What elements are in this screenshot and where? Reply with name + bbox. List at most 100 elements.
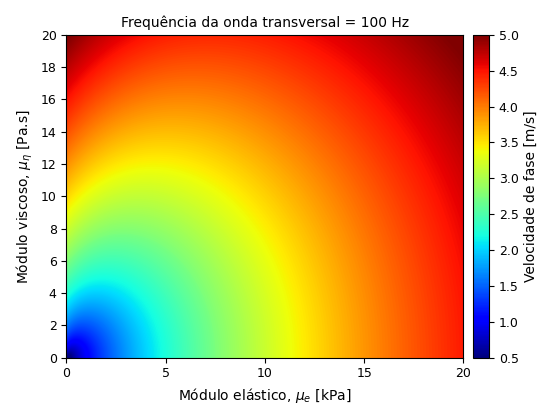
Point [62, 354, 71, 361]
Point [62, 354, 71, 361]
Point [62, 354, 71, 361]
Point [62, 354, 71, 361]
Point [62, 354, 71, 361]
Point [62, 354, 71, 361]
Point [62, 354, 71, 361]
Point [62, 354, 71, 361]
Point [62, 354, 71, 361]
Point [62, 354, 71, 361]
Point [62, 354, 71, 361]
Point [62, 354, 71, 361]
Point [62, 354, 71, 361]
Point [62, 354, 71, 361]
Point [62, 354, 71, 361]
Point [62, 354, 71, 361]
Point [62, 354, 71, 361]
Point [62, 354, 71, 361]
Point [62, 354, 71, 361]
Point [62, 354, 71, 361]
Point [62, 354, 71, 361]
Point [62, 354, 71, 361]
Point [62, 354, 71, 361]
Point [62, 354, 71, 361]
Point [62, 354, 71, 361]
Point [62, 354, 71, 361]
Point [62, 354, 71, 361]
Point [62, 354, 71, 361]
Point [62, 354, 71, 361]
Point [62, 354, 71, 361]
Point [62, 354, 71, 361]
Point [62, 354, 71, 361]
Point [62, 354, 71, 361]
Point [62, 354, 71, 361]
Point [62, 354, 71, 361]
Point [62, 354, 71, 361]
Point [62, 354, 71, 361]
Point [62, 354, 71, 361]
Point [62, 354, 71, 361]
Point [62, 354, 71, 361]
Point [62, 354, 71, 361]
Point [62, 354, 71, 361]
Point [62, 354, 71, 361]
Point [62, 354, 71, 361]
Point [62, 354, 71, 361]
Point [62, 354, 71, 361]
Point [62, 354, 71, 361]
Point [62, 354, 71, 361]
Point [62, 354, 71, 361]
Point [62, 354, 71, 361]
Point [62, 354, 71, 361]
Point [62, 354, 71, 361]
Point [62, 354, 71, 361]
Point [62, 354, 71, 361]
Point [62, 354, 71, 361]
Point [62, 354, 71, 361]
Point [62, 354, 71, 361]
Point [62, 354, 71, 361]
Point [62, 354, 71, 361]
Point [62, 354, 71, 361]
Point [62, 354, 71, 361]
Point [62, 354, 71, 361]
Point [62, 354, 71, 361]
Point [62, 354, 71, 361]
Point [62, 354, 71, 361]
Point [62, 354, 71, 361]
Point [62, 354, 71, 361]
Point [62, 354, 71, 361]
Point [62, 354, 71, 361]
Point [62, 354, 71, 361]
Point [62, 354, 71, 361]
Point [62, 354, 71, 361]
Point [62, 354, 71, 361]
Point [62, 354, 71, 361]
Point [62, 354, 71, 361]
Point [62, 354, 71, 361]
Point [62, 354, 71, 361]
Point [62, 354, 71, 361]
Point [62, 354, 71, 361]
Point [62, 354, 71, 361]
Point [62, 354, 71, 361]
Point [62, 354, 71, 361]
Point [62, 354, 71, 361]
Point [62, 354, 71, 361]
Point [62, 354, 71, 361]
Point [62, 354, 71, 361]
Point [62, 354, 71, 361]
Point [62, 354, 71, 361]
Point [62, 354, 71, 361]
Point [62, 354, 71, 361]
Point [62, 354, 71, 361]
Point [62, 354, 71, 361]
Point [62, 354, 71, 361]
Point [62, 354, 71, 361]
Y-axis label: Módulo viscoso, $\mu_\eta$ [Pa.s]: Módulo viscoso, $\mu_\eta$ [Pa.s] [15, 109, 35, 284]
Point [62, 354, 71, 361]
Point [62, 354, 71, 361]
Point [62, 354, 71, 361]
Point [62, 354, 71, 361]
Point [62, 354, 71, 361]
